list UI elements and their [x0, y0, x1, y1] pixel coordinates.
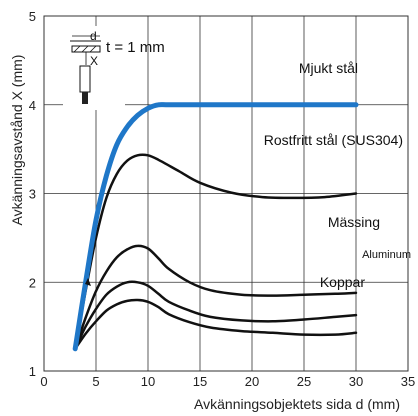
inset-thickness-text: t = 1 mm — [106, 39, 165, 56]
inset-label-d: d — [90, 29, 97, 43]
series-line-koppar — [73, 298, 358, 351]
inset-plate-hatch-2 — [81, 45, 89, 53]
x-tick-label: 20 — [245, 374, 259, 389]
y-tick-label: 4 — [29, 98, 36, 113]
x-tick-label: 5 — [92, 374, 99, 389]
series-line-aluminum — [73, 280, 358, 351]
series-line-rostfritt-st-l-sus304 — [73, 153, 358, 351]
series-label-rostfritt-stal: Rostfritt stål (SUS304) — [264, 132, 403, 148]
inset-diagram: d X t = 1 mm — [63, 26, 165, 110]
x-axis-ticks: 0 5 10 15 20 25 30 35 — [40, 374, 415, 389]
origin-arrowhead — [85, 278, 91, 286]
series-labels: Mjukt stål Rostfritt stål (SUS304) Mässi… — [264, 60, 411, 290]
inset-plate-hatch — [73, 45, 81, 53]
y-tick-label: 3 — [29, 187, 36, 202]
series-label-mjukt-stal: Mjukt stål — [299, 60, 358, 76]
x-tick-label: 15 — [193, 374, 207, 389]
inset-plate-hatch-3 — [89, 45, 97, 53]
inset-plate — [71, 45, 101, 53]
x-tick-label: 10 — [141, 374, 155, 389]
x-tick-label: 30 — [349, 374, 363, 389]
series-label-massing: Mässing — [328, 214, 380, 230]
x-tick-label: 0 — [40, 374, 47, 389]
x-tick-label: 35 — [401, 374, 415, 389]
series-line-m-ssing — [73, 244, 358, 351]
series-label-aluminum: Aluminum — [362, 249, 411, 261]
y-axis-ticks: 1 2 3 4 5 — [29, 9, 36, 379]
y-tick-label: 1 — [29, 364, 36, 379]
inset-sensor-body — [79, 65, 91, 93]
inset-background — [63, 26, 125, 110]
y-tick-label: 5 — [29, 9, 36, 24]
y-axis-label: Avkänningsavstånd X (mm) — [9, 55, 25, 226]
inset-label-x: X — [90, 54, 98, 68]
y-tick-label: 2 — [29, 275, 36, 290]
series-line-mjukt-st-l — [72, 102, 359, 352]
series-group — [72, 102, 359, 352]
inset-sensor-cable — [82, 92, 88, 104]
series-label-koppar: Koppar — [320, 274, 365, 290]
x-axis-label: Avkänningsobjektets sida d (mm) — [194, 396, 400, 412]
x-tick-label: 25 — [297, 374, 311, 389]
